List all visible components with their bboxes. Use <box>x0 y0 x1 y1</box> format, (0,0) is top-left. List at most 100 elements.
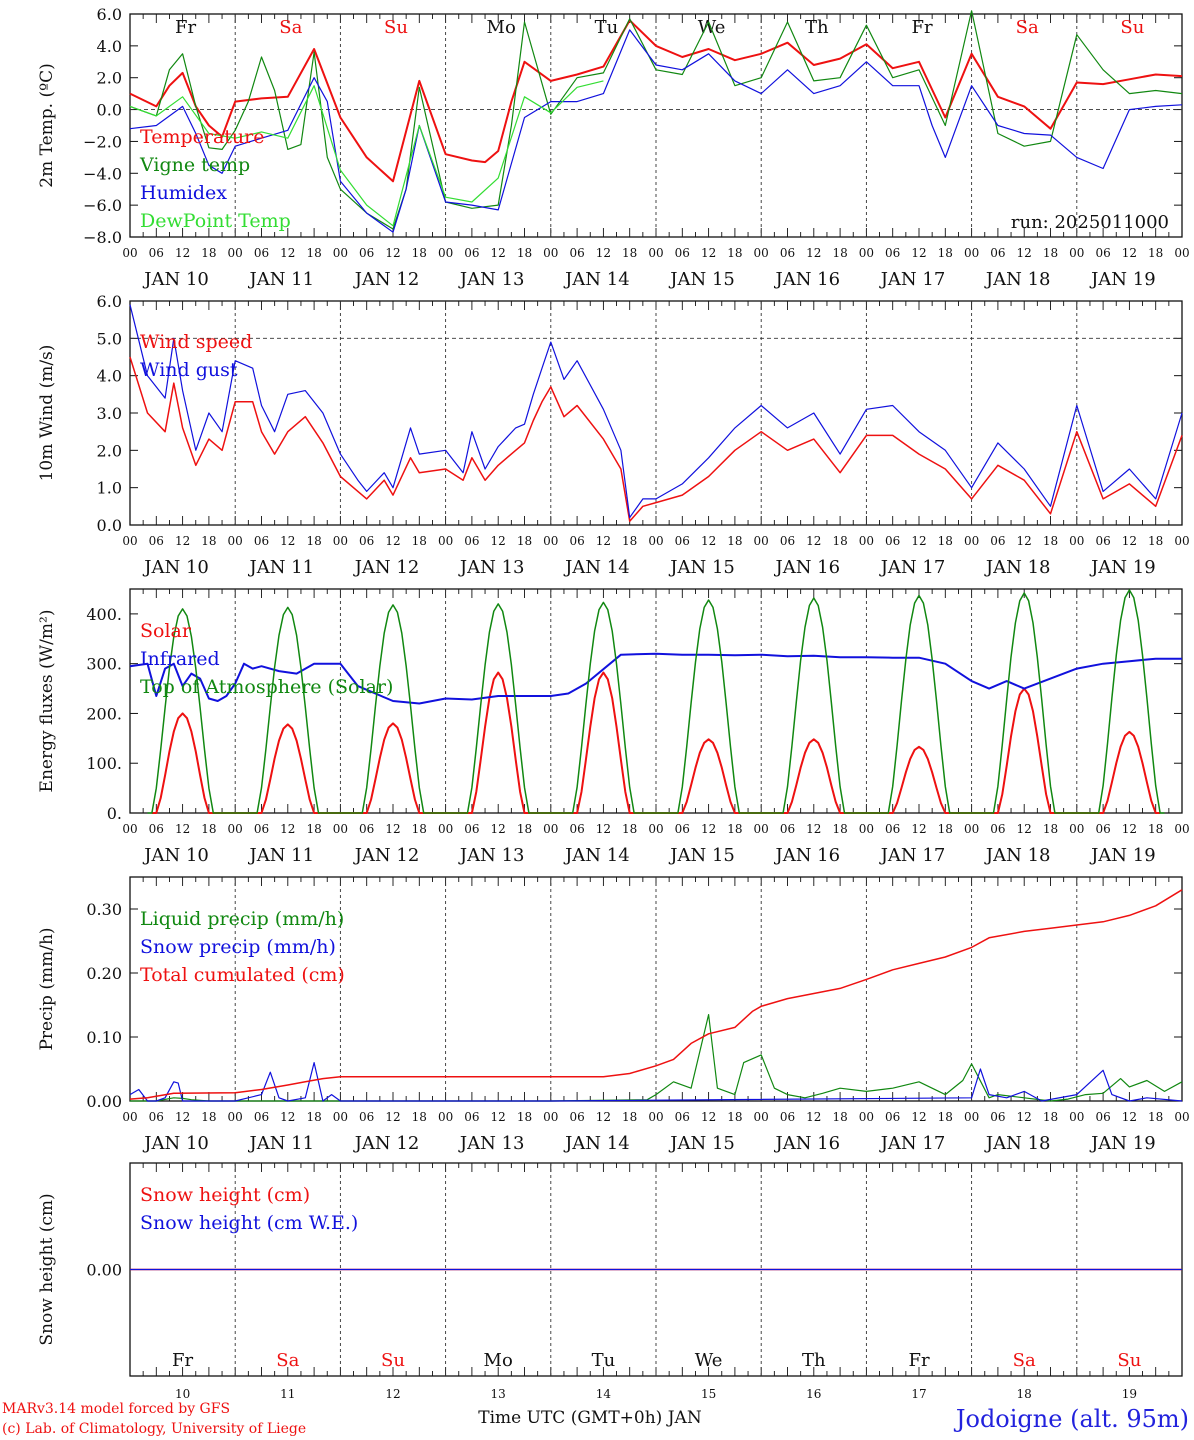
date-label: JAN 13 <box>458 845 525 866</box>
hour-tick-label: 06 <box>569 534 584 548</box>
legend-entry: Humidex <box>140 182 227 204</box>
hour-tick-label: 00 <box>228 822 243 836</box>
y-tick-label: −6.0 <box>83 196 122 215</box>
y-tick-label: 6.0 <box>97 292 122 311</box>
hour-tick-label: 00 <box>1069 534 1084 548</box>
hour-tick-label: 06 <box>675 534 690 548</box>
hour-tick-label: 06 <box>885 1110 900 1124</box>
hour-tick-label: 12 <box>911 246 926 260</box>
hour-tick-label: 00 <box>333 822 348 836</box>
day-number-label: 10 <box>175 1387 190 1401</box>
date-label: JAN 17 <box>879 557 946 578</box>
hour-tick-label: 12 <box>280 822 295 836</box>
hour-tick-label: 18 <box>412 246 427 260</box>
hour-tick-label: 18 <box>832 534 847 548</box>
hour-tick-label: 18 <box>622 822 637 836</box>
hour-tick-label: 00 <box>1069 246 1084 260</box>
hour-tick-label: 12 <box>1017 534 1032 548</box>
weekday-label: Th <box>805 17 829 38</box>
hour-tick-label: 12 <box>491 534 506 548</box>
station-title: Jodoigne (alt. 95m) <box>953 1405 1189 1433</box>
weekday-label: Fr <box>175 17 196 38</box>
day-number-label: 17 <box>911 1387 926 1401</box>
y-tick-label: 0.0 <box>97 516 122 535</box>
date-label: JAN 15 <box>668 557 735 578</box>
hour-tick-label: 18 <box>1148 1110 1163 1124</box>
weekday-label: Su <box>1117 1350 1141 1371</box>
hour-tick-label: 18 <box>412 534 427 548</box>
hour-tick-label: 12 <box>1017 822 1032 836</box>
hour-tick-label: 06 <box>885 246 900 260</box>
hour-tick-label: 00 <box>754 822 769 836</box>
y-tick-label: 5.0 <box>97 329 122 348</box>
hour-tick-label: 18 <box>517 822 532 836</box>
hour-tick-label: 06 <box>885 534 900 548</box>
date-label: JAN 10 <box>142 1133 209 1154</box>
y-tick-label: 3.0 <box>97 404 122 423</box>
y-tick-label: −8.0 <box>83 228 122 247</box>
hour-tick-label: 06 <box>569 1110 584 1124</box>
hour-tick-label: 12 <box>491 1110 506 1124</box>
weekday-label: We <box>695 1350 723 1371</box>
legend-entry: Infrared <box>140 648 220 670</box>
hour-tick-label: 18 <box>622 246 637 260</box>
hour-tick-label: 06 <box>1095 534 1110 548</box>
hour-tick-label: 06 <box>359 246 374 260</box>
hour-tick-label: 12 <box>175 246 190 260</box>
hour-tick-label: 00 <box>228 246 243 260</box>
hour-tick-label: 00 <box>543 246 558 260</box>
date-label: JAN 10 <box>142 557 209 578</box>
weekday-label: Tu <box>592 1350 616 1371</box>
legend-entry: Temperature <box>140 126 264 148</box>
y-tick-label: 100. <box>86 754 122 773</box>
plot-frame <box>129 300 1183 526</box>
hour-tick-label: 06 <box>149 1110 164 1124</box>
panel-4: 0.00 0.10 0.20 0.30 Precip (mm/h) 00 06 12 18 JAN… <box>37 876 1190 1154</box>
hour-tick-label: 18 <box>622 1110 637 1124</box>
hour-tick-label: 00 <box>543 534 558 548</box>
weekday-label: Mo <box>487 17 516 38</box>
hour-tick-label: 18 <box>727 1110 742 1124</box>
hour-tick-label: 18 <box>832 1110 847 1124</box>
y-tick-label: 6.0 <box>97 5 122 24</box>
hour-tick-label: 06 <box>990 1110 1005 1124</box>
hour-tick-label: 00 <box>122 246 137 260</box>
legend-entry: Wind speed <box>140 331 252 353</box>
weekday-label: Fr <box>911 17 932 38</box>
hour-tick-label: 06 <box>675 246 690 260</box>
hour-tick-label: 00 <box>1174 534 1189 548</box>
hour-tick-label: 06 <box>780 246 795 260</box>
hour-tick-label: 12 <box>385 822 400 836</box>
date-label: JAN 14 <box>563 845 630 866</box>
hour-tick-label: 06 <box>990 534 1005 548</box>
hour-tick-label: 06 <box>675 822 690 836</box>
hour-tick-label: 06 <box>149 822 164 836</box>
hour-tick-label: 06 <box>359 1110 374 1124</box>
weekday-label: Sa <box>276 1350 299 1371</box>
hour-tick-label: 00 <box>122 822 137 836</box>
hour-tick-label: 06 <box>569 822 584 836</box>
hour-tick-label: 12 <box>280 246 295 260</box>
hour-tick-label: 18 <box>517 1110 532 1124</box>
hour-tick-label: 00 <box>1174 822 1189 836</box>
series-line <box>147 589 1165 814</box>
series-line <box>129 10 1183 230</box>
hour-tick-label: 00 <box>964 822 979 836</box>
series-line <box>129 356 1183 523</box>
hour-tick-label: 00 <box>333 246 348 260</box>
hour-tick-label: 12 <box>1122 534 1137 548</box>
date-label: JAN 16 <box>774 845 841 866</box>
hour-tick-label: 12 <box>280 534 295 548</box>
hour-tick-label: 18 <box>306 1110 321 1124</box>
hour-tick-label: 12 <box>385 246 400 260</box>
date-label: JAN 15 <box>668 269 735 290</box>
hour-tick-label: 00 <box>543 822 558 836</box>
hour-tick-label: 12 <box>175 822 190 836</box>
lab-credit: (c) Lab. of Climatology, University of L… <box>2 1421 306 1437</box>
hour-tick-label: 12 <box>701 1110 716 1124</box>
date-label: JAN 15 <box>668 845 735 866</box>
hour-tick-label: 12 <box>1017 246 1032 260</box>
series-line <box>129 29 1183 233</box>
y-axis-label: Energy fluxes (W/m²) <box>37 610 57 793</box>
y-tick-label: 0.10 <box>86 1028 122 1047</box>
